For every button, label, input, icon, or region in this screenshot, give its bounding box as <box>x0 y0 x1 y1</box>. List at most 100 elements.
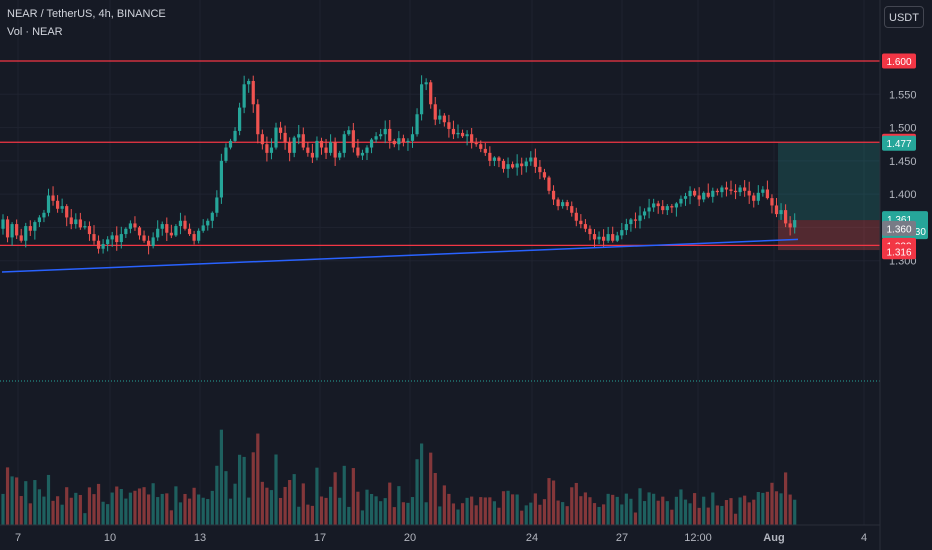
profit-zone[interactable] <box>778 142 880 221</box>
y-tick-label: 1.400 <box>889 189 917 201</box>
volume-bar <box>1 493 5 525</box>
volume-bar <box>60 504 64 525</box>
volume-bar <box>274 454 278 525</box>
candle-body <box>288 142 292 153</box>
volume-bar <box>733 513 738 525</box>
volume-bar <box>96 483 101 525</box>
candle-body <box>115 235 119 243</box>
position-zones <box>778 142 880 251</box>
candle-body <box>247 80 251 85</box>
candle-body <box>665 206 669 211</box>
candle-body <box>60 206 64 209</box>
volume-bar <box>738 497 742 525</box>
candle-body <box>774 205 779 215</box>
volume-bar <box>215 465 219 525</box>
volume-bar <box>533 493 537 525</box>
candle-body <box>702 192 706 200</box>
volume-bar <box>174 486 178 525</box>
candle-body <box>183 220 187 229</box>
candle-body <box>178 220 183 227</box>
volume-bar <box>288 480 292 525</box>
candle-body <box>770 198 774 206</box>
candle-body <box>374 136 378 140</box>
currency-button[interactable]: USDT <box>884 6 924 28</box>
chart-grid <box>0 0 880 525</box>
volume-bar <box>283 486 287 525</box>
candle-body <box>28 226 32 231</box>
volume-bar <box>633 512 638 525</box>
candle-body <box>451 128 456 135</box>
volume-bar <box>647 492 651 525</box>
volume-bars <box>1 429 797 525</box>
volume-bar <box>784 472 788 525</box>
candle-body <box>379 134 383 137</box>
candle-body <box>670 206 674 208</box>
volume-bar <box>5 467 10 525</box>
candle-body <box>10 224 14 238</box>
candle-body <box>779 210 783 215</box>
volume-bar <box>451 503 456 525</box>
volume-bar <box>624 493 628 525</box>
volume-bar <box>506 490 510 525</box>
candle-body <box>87 226 92 235</box>
volume-bar <box>33 480 37 525</box>
volume-bar <box>247 497 251 525</box>
candle-body <box>333 142 337 158</box>
volume-bar <box>474 505 478 525</box>
volume-bar <box>306 504 310 525</box>
volume-bar <box>606 493 610 525</box>
volume-bar <box>219 429 223 525</box>
volume-bar <box>638 488 642 525</box>
candle-body <box>206 220 210 226</box>
candle-body <box>124 228 128 235</box>
volume-bar <box>156 497 160 525</box>
volume-bar <box>565 506 569 525</box>
volume-bar <box>770 482 774 525</box>
candle-body <box>174 226 178 236</box>
candle-body <box>520 163 524 167</box>
candle-body <box>470 134 474 143</box>
volume-bar <box>292 474 296 525</box>
candle-body <box>324 147 328 153</box>
trendline[interactable] <box>1 238 799 273</box>
volume-bar <box>324 497 328 525</box>
candle-body <box>551 190 556 200</box>
volume-bar <box>433 473 437 525</box>
volume-bar <box>115 486 119 525</box>
x-tick-label: 17 <box>314 532 326 544</box>
candle-body <box>51 195 55 201</box>
volume-bar <box>670 509 674 525</box>
volume-bar <box>415 459 419 525</box>
x-tick-label: 20 <box>404 532 416 544</box>
candle-body <box>456 132 460 135</box>
candle-body <box>720 187 724 193</box>
candle-body <box>197 230 201 241</box>
volume-bar <box>447 493 451 525</box>
volume-bar <box>492 501 496 525</box>
volume-bar <box>197 494 201 525</box>
volume-bar <box>652 493 656 525</box>
volume-bar <box>392 507 396 525</box>
volume-bar <box>524 505 528 525</box>
candle-body <box>42 212 46 218</box>
candle-body <box>761 189 765 193</box>
volume-bar <box>78 494 82 525</box>
volume-bar <box>187 498 192 525</box>
candle-body <box>274 127 278 148</box>
candle-body <box>433 104 437 120</box>
candle-body <box>606 234 610 241</box>
candle-body <box>529 157 533 162</box>
volume-bar <box>128 492 132 525</box>
volume-bar <box>269 490 274 525</box>
volume-bar <box>360 510 365 525</box>
volume-bar <box>224 471 228 525</box>
volume-bar <box>342 465 346 525</box>
volume-bar <box>210 490 214 525</box>
candle-body <box>729 189 733 191</box>
candle-body <box>410 134 415 141</box>
volume-bar <box>479 497 483 525</box>
candle-body <box>615 235 619 241</box>
candle-body <box>83 226 87 228</box>
volume-bar <box>465 497 469 525</box>
